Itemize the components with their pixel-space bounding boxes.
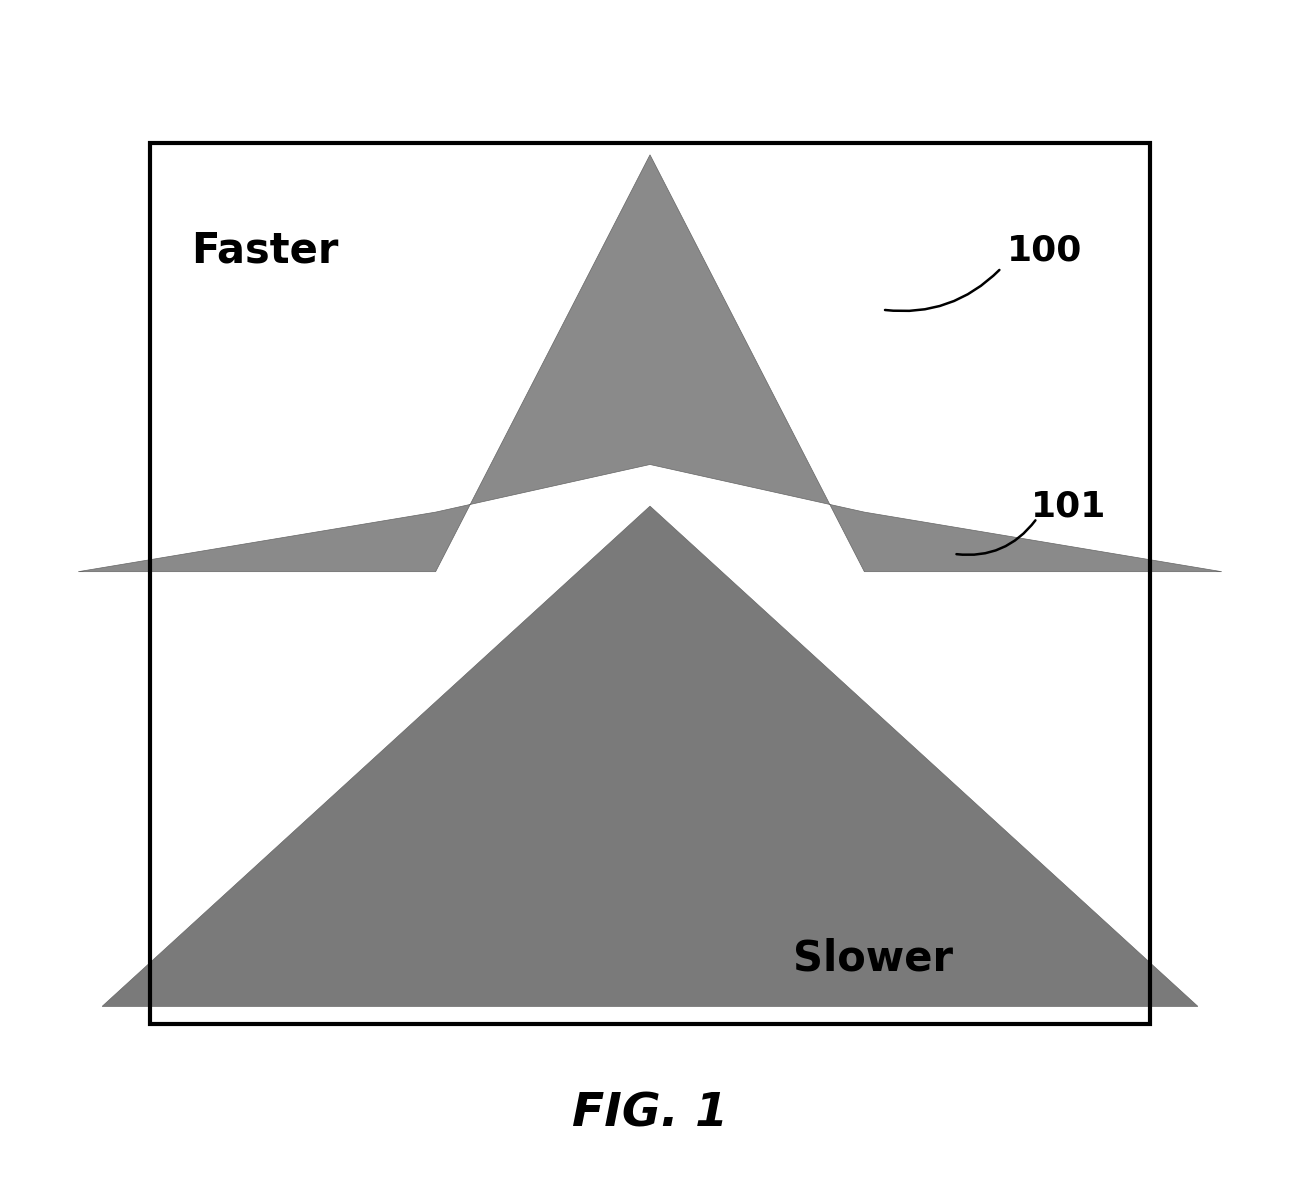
Polygon shape [78,155,1222,572]
Text: 101: 101 [1031,490,1106,523]
Polygon shape [103,506,1197,1006]
Text: FIG. 1: FIG. 1 [572,1091,728,1136]
Text: Faster: Faster [191,229,339,272]
Text: Slower: Slower [793,937,953,980]
Text: 100: 100 [1008,233,1083,267]
